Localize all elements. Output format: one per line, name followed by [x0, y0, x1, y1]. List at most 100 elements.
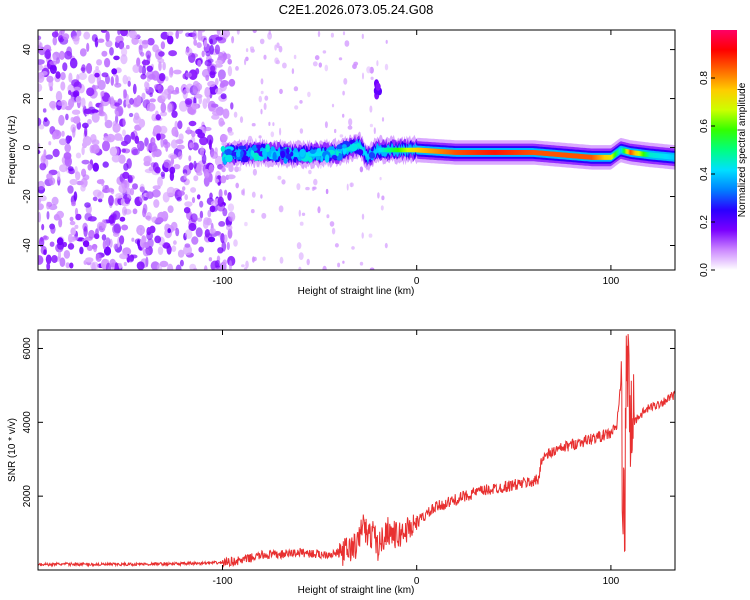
spectrogram-signal-core: [532, 150, 535, 155]
spectrogram-noise-cell: [200, 146, 205, 157]
spectrogram-noise-cell: [84, 125, 88, 137]
spectrogram-noise-cell: [39, 162, 47, 171]
spectrogram-noise-cell: [177, 151, 183, 160]
spectrogram-noise-cell: [188, 162, 194, 171]
spectrogram-noise-cell: [234, 166, 240, 173]
spectrogram-signal-core: [403, 147, 406, 153]
spectrogram-signal-core: [319, 151, 322, 156]
spectrogram-noise-cell: [111, 154, 121, 163]
spectrogram-noise-cell: [197, 59, 202, 67]
spectrogram-noise-cell: [118, 154, 126, 164]
spectrogram-noise-cell: [193, 39, 198, 46]
spectrogram-noise-cell: [157, 84, 164, 94]
spectrogram-noise-cell: [183, 244, 192, 256]
spectrogram-noise-cell: [38, 142, 41, 151]
spectrogram-noise-cell: [188, 120, 197, 127]
spectrogram-noise-cell: [210, 65, 216, 72]
spectrogram-signal-core: [357, 143, 359, 148]
spectrogram-noise-cell: [199, 210, 204, 219]
spectrogram-noise-cell: [58, 249, 61, 261]
spectrogram-noise-cell: [39, 42, 43, 49]
spectrogram-noise-cell: [166, 245, 172, 255]
spectrogram-signal-core: [458, 150, 461, 155]
spectrogram-noise-cell: [185, 32, 191, 38]
spectrogram-noise-cell: [109, 47, 114, 56]
spectrogram-signal-core: [540, 150, 542, 156]
spectrogram-signal-blob: [225, 154, 233, 163]
spectrogram-signal-core: [633, 150, 635, 156]
snr-frame: [38, 330, 675, 570]
spectrogram-noise-cell: [362, 72, 364, 80]
spectrogram-signal-core: [316, 151, 318, 156]
snr-x-tick-label: -100: [212, 576, 232, 587]
spectrogram-noise-cell: [179, 259, 184, 267]
spectrogram-signal-blob: [238, 145, 247, 150]
spectrogram-signal-core: [643, 151, 646, 157]
spectrogram-noise-cell: [38, 237, 45, 248]
spectrogram-noise-cell: [57, 170, 61, 181]
spectrogram-signal-core: [605, 154, 607, 160]
spectrogram-noise-cell: [334, 243, 339, 248]
spectrogram-noise-cell: [191, 130, 196, 138]
spectrogram-noise-cell: [80, 184, 86, 192]
spectrogram-noise-cell: [100, 30, 107, 33]
spectrogram-noise-cell: [214, 63, 223, 68]
spectrogram-signal-core: [488, 150, 491, 155]
spectrogram-signal-blob: [309, 149, 316, 154]
spectrogram-noise-cell: [326, 214, 330, 219]
spectrogram-signal-blob: [272, 151, 277, 162]
spectrogram-noise-cell: [109, 146, 118, 157]
spectrogram-noise-cell: [324, 121, 328, 129]
spectrogram-noise-cell: [177, 249, 185, 258]
spectrogram-noise-cell: [162, 61, 166, 71]
spectrogram-noise-cell: [298, 209, 301, 217]
spectrogram-noise-cell: [41, 71, 48, 76]
spectrogram-noise-cell: [250, 209, 255, 214]
spectrogram-noise-cell: [147, 37, 155, 46]
spectrogram-signal-core: [577, 153, 579, 159]
spectrogram-noise-cell: [274, 44, 277, 51]
spectrogram-signal-core: [295, 152, 298, 157]
spectrogram-signal-core: [491, 150, 494, 155]
spectrogram-noise-cell: [215, 59, 223, 65]
spectrogram-noise-cell: [312, 186, 317, 190]
spectrogram-noise-cell: [45, 154, 54, 160]
spectrogram-noise-cell: [294, 105, 299, 110]
spectrogram-noise-cell: [95, 253, 102, 262]
colorbar-tick-label: 0.8: [699, 71, 710, 85]
spectrogram-noise-cell: [88, 74, 96, 84]
spectrogram-noise-cell: [230, 102, 234, 110]
spectrogram-signal-core: [578, 153, 580, 159]
spectrogram-noise-cell: [203, 176, 210, 187]
spectrogram-signal-core: [581, 154, 583, 159]
snr-x-ticks: -100 0 100: [212, 330, 620, 587]
spectrogram-noise-cell: [380, 205, 384, 211]
spectrogram-noise-cell: [143, 161, 151, 167]
spectrogram-noise-cell: [210, 151, 218, 159]
spectrogram-noise-cell: [191, 103, 199, 110]
spectrogram-noise-cell: [104, 57, 111, 68]
spectrogram-noise-cell: [138, 118, 146, 128]
spectrogram-noise-cell: [81, 64, 86, 74]
spectrogram-signal-core: [380, 147, 383, 153]
spectrogram-signal-core: [482, 150, 484, 155]
spectrogram-noise-cell: [124, 180, 128, 189]
spectrogram-signal-core: [469, 150, 471, 155]
spectrogram-noise-cell: [123, 261, 127, 267]
spectrogram-signal-blob: [241, 155, 249, 163]
spectrogram-signal-core: [621, 147, 623, 153]
spectrogram-y-label: Frequency (Hz): [7, 116, 18, 185]
spectrogram-noise-cell: [105, 74, 110, 85]
spectrogram-signal-core: [361, 147, 364, 152]
spectrogram-noise-cell: [108, 215, 115, 224]
spectrogram-noise-cell: [110, 76, 115, 86]
snr-series-line: [38, 333, 675, 568]
spectrogram-noise-cell: [132, 208, 138, 215]
spectrogram-noise-cell: [220, 175, 227, 184]
spectrogram-signal-core: [661, 153, 663, 159]
spectrogram-signal-core: [500, 150, 503, 155]
spectrogram-noise-cell: [282, 62, 287, 69]
spectrogram-signal-core: [383, 147, 385, 153]
spectrogram-noise-cell: [298, 266, 302, 270]
spectrogram-signal-core: [552, 151, 554, 157]
